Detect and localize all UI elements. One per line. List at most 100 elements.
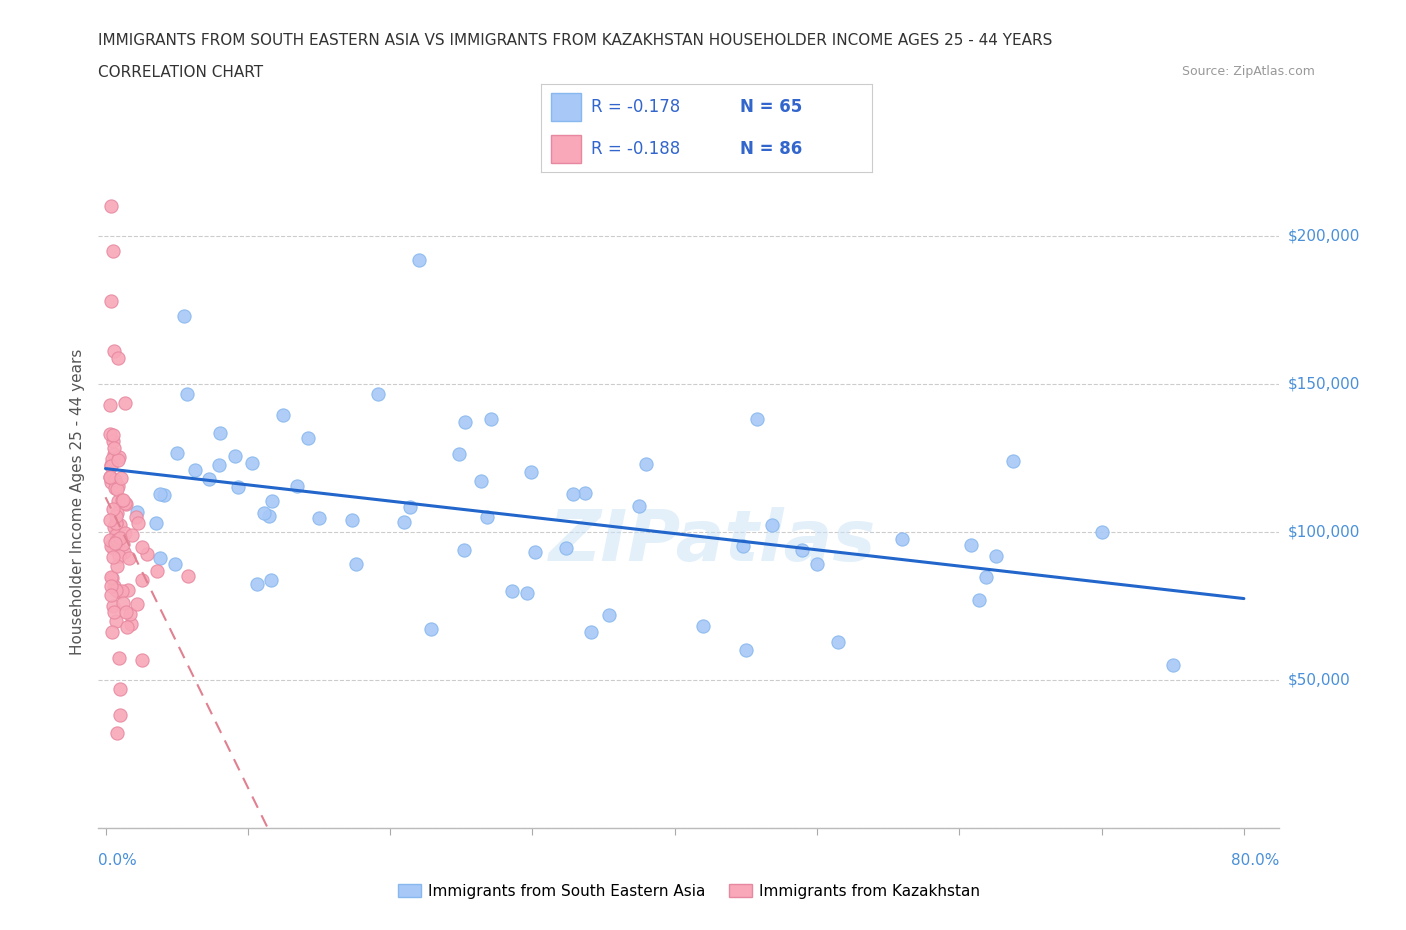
Point [108, 518, 131, 533]
Point [131, 539, 153, 554]
Point [100, 458, 122, 473]
Point [260, 572, 283, 587]
Point [475, 510, 498, 525]
Point [105, 527, 128, 542]
Point [108, 708, 131, 723]
Point [100, 199, 122, 214]
Point [108, 682, 131, 697]
Point [208, 458, 231, 472]
Point [598, 607, 620, 622]
Point [226, 479, 249, 494]
Point [104, 509, 127, 524]
Point [111, 492, 134, 507]
Point [98, 533, 121, 548]
Point [136, 547, 159, 562]
Point [344, 556, 367, 571]
Point [581, 625, 603, 640]
Point [574, 485, 596, 500]
Point [555, 540, 578, 555]
Point [103, 343, 125, 358]
Point [177, 569, 200, 584]
Point [340, 512, 363, 527]
Point [149, 486, 172, 501]
Point [734, 643, 756, 658]
Point [761, 518, 783, 533]
Point [104, 525, 127, 539]
Point [108, 651, 131, 666]
Point [108, 531, 131, 546]
Point [394, 514, 416, 529]
Point [103, 578, 125, 593]
Point [891, 532, 914, 547]
Point [98, 512, 121, 527]
Point [454, 415, 477, 430]
Point [103, 537, 125, 551]
Text: ZIPatlas: ZIPatlas [548, 507, 876, 576]
Point [100, 475, 122, 490]
Point [104, 481, 127, 496]
Point [101, 433, 124, 448]
Point [1161, 658, 1184, 672]
Legend: Immigrants from South Eastern Asia, Immigrants from Kazakhstan: Immigrants from South Eastern Asia, Immi… [392, 877, 986, 905]
Point [111, 537, 134, 551]
Point [111, 595, 134, 610]
Point [516, 586, 538, 601]
Point [253, 506, 276, 521]
Point [974, 569, 997, 584]
Point [103, 540, 125, 555]
Point [114, 395, 136, 410]
Text: Source: ZipAtlas.com: Source: ZipAtlas.com [1181, 65, 1315, 78]
Point [419, 621, 441, 636]
Point [103, 520, 125, 535]
Point [984, 549, 1007, 564]
Text: $200,000: $200,000 [1288, 229, 1360, 244]
Point [208, 425, 231, 440]
Point [101, 550, 124, 565]
Point [103, 441, 125, 456]
Point [124, 510, 146, 525]
Point [260, 494, 283, 509]
Point [827, 634, 849, 649]
Point [145, 515, 167, 530]
Point [101, 599, 124, 614]
Text: N = 86: N = 86 [740, 140, 801, 158]
Point [519, 464, 541, 479]
Point [111, 492, 134, 507]
Point [733, 539, 755, 554]
Point [967, 592, 990, 607]
Point [103, 604, 125, 619]
Point [104, 472, 127, 487]
Point [747, 411, 769, 426]
Point [959, 538, 981, 552]
Point [453, 542, 475, 557]
Point [98, 470, 121, 485]
Point [107, 493, 129, 508]
Point [115, 619, 138, 634]
Point [501, 584, 523, 599]
Bar [551, 93, 581, 121]
Point [246, 577, 269, 591]
Point [1090, 525, 1112, 539]
Point [149, 551, 172, 565]
Point [447, 446, 470, 461]
Point [98, 397, 121, 412]
Point [399, 500, 422, 515]
Point [100, 569, 122, 584]
Point [101, 427, 124, 442]
Point [131, 573, 153, 588]
Point [107, 479, 129, 494]
Point [101, 502, 124, 517]
Point [110, 471, 132, 485]
Bar [551, 135, 581, 164]
Point [197, 472, 219, 486]
Point [107, 548, 129, 563]
Point [105, 725, 128, 740]
Point [100, 427, 122, 442]
Point [108, 584, 131, 599]
Point [153, 488, 176, 503]
Point [692, 619, 714, 634]
Point [100, 588, 122, 603]
Point [127, 515, 149, 530]
Text: 80.0%: 80.0% [1232, 853, 1279, 868]
Point [131, 653, 153, 668]
